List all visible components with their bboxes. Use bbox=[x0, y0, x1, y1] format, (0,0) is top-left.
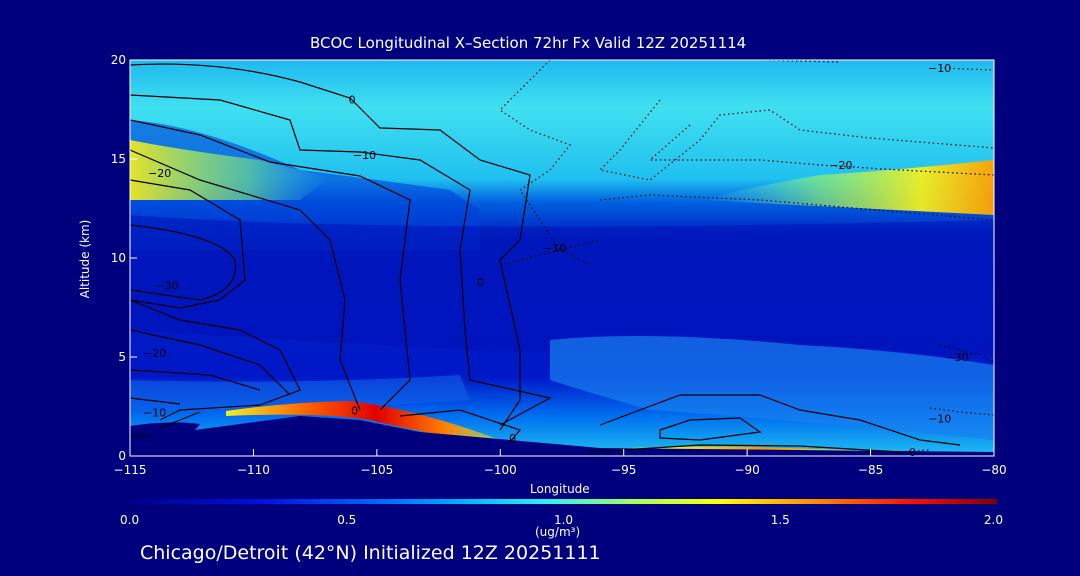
contour-label: −10 bbox=[928, 412, 951, 425]
contour-label: −10 bbox=[143, 406, 166, 419]
x-tick-label: −110 bbox=[237, 463, 270, 477]
y-axis-ticks: 0 5 10 15 20 bbox=[111, 53, 137, 463]
x-tick-label: −115 bbox=[114, 463, 147, 477]
contours-dotted bbox=[499, 60, 994, 453]
contour-label: 0 bbox=[909, 446, 916, 459]
contour-label: −30 bbox=[155, 280, 178, 293]
x-tick-label: −80 bbox=[981, 463, 1006, 477]
x-tick-label: −85 bbox=[858, 463, 883, 477]
contour-label: 0 bbox=[509, 432, 516, 445]
colorbar bbox=[130, 499, 997, 504]
contour-label: −20 bbox=[143, 347, 166, 360]
contour-labels: 0 −10 −20 −30 −20 −10 0 0 0 −10 −20 −10 −30 −10 0 bbox=[143, 62, 969, 459]
y-tick-label: 10 bbox=[111, 251, 126, 265]
x-axis-label: Longitude bbox=[530, 482, 590, 496]
contour-label: −10 bbox=[543, 242, 566, 255]
colorbar-tick-label: 2.0 bbox=[984, 513, 1003, 527]
chart-title: BCOC Longitudinal X–Section 72hr Fx Vali… bbox=[310, 34, 747, 52]
contours-solid bbox=[130, 63, 961, 453]
y-tick-label: 20 bbox=[111, 53, 126, 67]
contour-label: 0 bbox=[349, 94, 356, 107]
x-tick-label: −95 bbox=[611, 463, 636, 477]
colorbar-ticks: 0.0 0.5 1.0 1.5 2.0 bbox=[120, 513, 1003, 527]
colorbar-tick-label: 1.0 bbox=[554, 513, 573, 527]
contour-label: −10 bbox=[353, 149, 376, 162]
x-tick-label: −100 bbox=[484, 463, 517, 477]
contour-label: 0 bbox=[477, 276, 484, 289]
y-tick-label: 15 bbox=[111, 152, 126, 166]
contour-label: −10 bbox=[928, 62, 951, 75]
y-tick-label: 5 bbox=[118, 350, 126, 364]
colorbar-tick-label: 0.0 bbox=[120, 513, 139, 527]
y-tick-label: 0 bbox=[118, 449, 126, 463]
concentration-field bbox=[130, 60, 994, 456]
x-tick-label: −105 bbox=[360, 463, 393, 477]
contour-label: −20 bbox=[829, 159, 852, 172]
contour-label: −20 bbox=[148, 167, 171, 180]
colorbar-unit-label: (ug/m³) bbox=[535, 525, 581, 539]
contour-label: 0 bbox=[351, 404, 358, 417]
footer-caption: Chicago/Detroit (42°N) Initialized 12Z 2… bbox=[140, 542, 601, 564]
colorbar-tick-label: 1.5 bbox=[771, 513, 790, 527]
y-axis-label: Altitude (km) bbox=[78, 219, 92, 299]
contour-label: −30 bbox=[945, 351, 968, 364]
x-tick-label: −90 bbox=[734, 463, 759, 477]
colorbar-tick-label: 0.5 bbox=[337, 513, 356, 527]
x-axis-ticks: −115 −110 −105 −100 −95 −90 −85 −80 bbox=[114, 449, 1007, 477]
